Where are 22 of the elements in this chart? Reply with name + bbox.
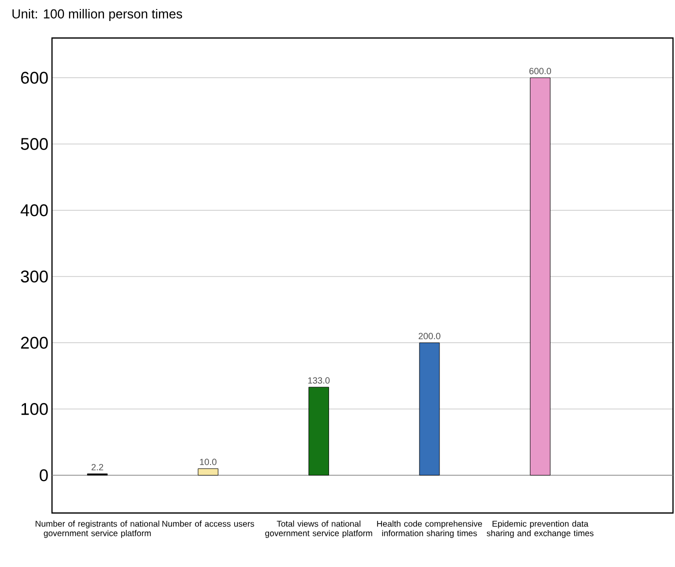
y-tick-label: 0 (40, 469, 48, 482)
data-label: 2.2 (92, 464, 104, 470)
x-tick-label: Number of registrants of national government service platform (36, 520, 160, 538)
data-label: 133.0 (308, 377, 330, 384)
bar (530, 77, 550, 476)
x-tick-label: Number of access users (162, 520, 254, 527)
bar (198, 468, 218, 476)
y-tick-label: 500 (20, 138, 48, 150)
data-label: 600.0 (529, 68, 552, 74)
y-tick-label: 100 (22, 402, 48, 415)
x-tick-label: Health code comprehensive information sharing times (377, 520, 482, 538)
y-tick-label: 300 (20, 270, 48, 282)
x-tick-label: Total views of national government service platform (265, 520, 372, 538)
y-tick-label: 600 (21, 72, 48, 84)
y-tick-label: 200 (21, 336, 48, 349)
bar (419, 342, 440, 476)
bar (308, 386, 330, 476)
data-label: 10.0 (200, 458, 216, 466)
data-label: 200.0 (418, 332, 440, 340)
chart-title: Unit: 100 million person times (12, 8, 182, 22)
y-tick-label: 400 (20, 204, 48, 216)
x-tick-label: Epidemic prevention data sharing and exchange times (486, 520, 594, 538)
